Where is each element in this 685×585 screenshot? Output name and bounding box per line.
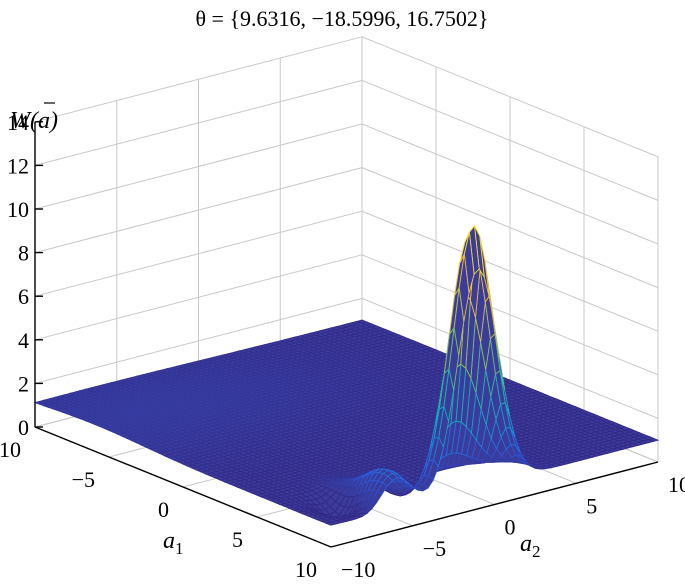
y-tick-label: 10	[668, 472, 685, 497]
x-tick-label: 0	[158, 497, 169, 522]
y-tick-label: −5	[423, 536, 446, 561]
y-tick-label: 0	[505, 515, 516, 540]
z-tick-label: 12	[7, 153, 29, 178]
z-tick-label: 14	[7, 110, 29, 135]
tick-labels: 0 2 4 6 8 10 12 14 −10 −5 0 5 10 −10 −5 0 5 10	[0, 110, 685, 582]
x-tick-label: 5	[232, 527, 243, 552]
y-axis-label: a2	[520, 531, 541, 561]
z-tick-label: 2	[18, 371, 29, 396]
z-tick-label: 6	[18, 284, 29, 309]
x-tick-label: −10	[0, 437, 21, 462]
z-tick-label: 10	[7, 197, 29, 222]
surface-cell	[324, 521, 338, 526]
z-tick-label: 8	[18, 241, 29, 266]
z-tick-label: 0	[18, 415, 29, 440]
y-axis-line	[330, 461, 659, 548]
surface-mesh	[33, 224, 660, 526]
y-tick-label: −10	[341, 557, 375, 582]
y-tick-label: 5	[586, 493, 597, 518]
z-axis-label: W(a)	[10, 108, 58, 134]
x-tick-label: 10	[295, 557, 317, 582]
x-axis-line	[34, 426, 332, 548]
x-axis-label: a1	[163, 528, 184, 558]
axes	[34, 121, 659, 548]
z-tick-label: 4	[18, 328, 29, 353]
x-tick-label: −5	[72, 467, 95, 492]
chart-title: θ = {9.6316, −18.5996, 16.7502}	[196, 6, 489, 31]
